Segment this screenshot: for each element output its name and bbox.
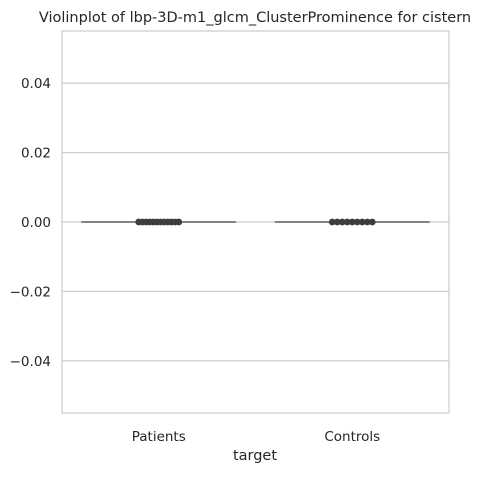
data-point (333, 218, 341, 226)
x-tick-labels: Patients Controls (132, 429, 380, 445)
plot-frame (61, 30, 450, 414)
data-point (353, 218, 361, 226)
data-points (135, 218, 376, 226)
data-point (338, 218, 346, 226)
chart-title: Violinplot of lbp-3D-m1_glcm_ClusterProm… (39, 10, 471, 26)
y-tick-labels: 0.04 0.02 0.00 −0.02 −0.04 (10, 76, 51, 370)
y-tick-label: −0.04 (10, 354, 51, 370)
x-axis-label: target (233, 448, 277, 464)
data-point (348, 218, 356, 226)
data-point (343, 218, 351, 226)
x-tick-label: Controls (324, 429, 380, 445)
data-point (358, 218, 366, 226)
data-point (368, 218, 376, 226)
data-point (328, 218, 336, 226)
y-tick-label: 0.00 (21, 215, 51, 231)
y-tick-label: −0.02 (10, 284, 51, 300)
x-tick-label: Patients (132, 429, 186, 445)
data-point (175, 218, 183, 226)
data-point (363, 218, 371, 226)
y-tick-label: 0.04 (21, 76, 51, 92)
y-tick-label: 0.02 (21, 146, 51, 162)
